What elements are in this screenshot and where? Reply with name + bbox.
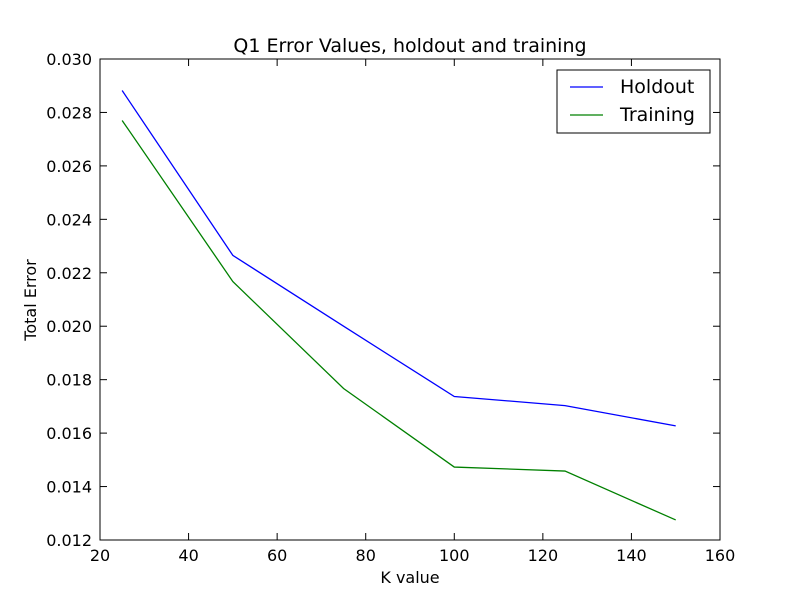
series-line-holdout [121, 90, 676, 427]
x-tick-label: 120 [528, 546, 559, 565]
y-tick-label: 0.016 [46, 424, 92, 443]
legend-label-training: Training [619, 104, 695, 126]
y-tick-label: 0.028 [46, 103, 92, 122]
ticks-group: 20 40 60 80 100 120 140 160 0.012 0.014 0.016 0.018… [46, 50, 735, 565]
y-tick-label: 0.026 [46, 157, 92, 176]
legend-label-holdout: Holdout [620, 76, 694, 98]
y-tick-label: 0.020 [46, 317, 92, 336]
x-tick-label: 20 [90, 546, 110, 565]
y-tick-label: 0.022 [46, 264, 92, 283]
x-tick-label: 140 [616, 546, 647, 565]
x-tick-label: 80 [356, 546, 376, 565]
y-tick-label: 0.014 [46, 478, 92, 497]
y-tick-label: 0.018 [46, 371, 92, 390]
legend: Holdout Training [556, 69, 711, 134]
y-tick-label: 0.030 [46, 50, 92, 69]
series-group [121, 90, 676, 521]
x-tick-label: 100 [439, 546, 470, 565]
legend-box [556, 69, 711, 134]
series-line-training [121, 120, 676, 521]
x-tick-label: 160 [705, 546, 736, 565]
chart-title: Q1 Error Values, holdout and training [233, 35, 586, 57]
x-tick-label: 60 [267, 546, 287, 565]
y-axis-title: Total Error [21, 259, 40, 342]
x-axis-title: K value [380, 568, 439, 587]
x-tick-label: 40 [178, 546, 198, 565]
y-tick-label: 0.012 [46, 531, 92, 550]
y-tick-label: 0.024 [46, 210, 92, 229]
plot-frame [99, 58, 721, 541]
